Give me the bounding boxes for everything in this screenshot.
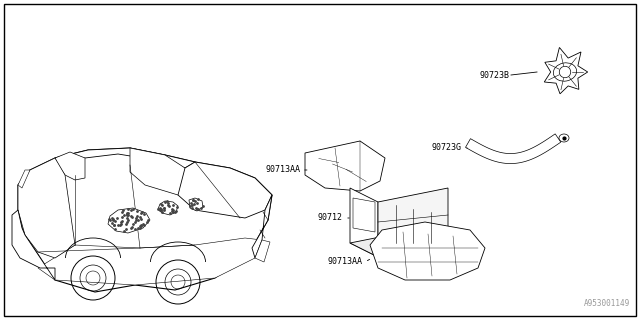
Polygon shape bbox=[350, 188, 378, 257]
Polygon shape bbox=[353, 198, 375, 232]
Ellipse shape bbox=[554, 63, 577, 81]
Polygon shape bbox=[178, 162, 272, 218]
Polygon shape bbox=[189, 198, 203, 211]
Polygon shape bbox=[370, 222, 485, 280]
Text: 90713AA: 90713AA bbox=[328, 258, 363, 267]
Polygon shape bbox=[38, 238, 262, 285]
Polygon shape bbox=[18, 148, 272, 292]
Polygon shape bbox=[55, 148, 195, 168]
Text: 90723G: 90723G bbox=[432, 143, 462, 153]
Polygon shape bbox=[158, 201, 178, 215]
Polygon shape bbox=[18, 158, 75, 258]
Polygon shape bbox=[108, 208, 150, 233]
Ellipse shape bbox=[559, 134, 569, 142]
Polygon shape bbox=[305, 141, 385, 191]
Text: A953001149: A953001149 bbox=[584, 299, 630, 308]
Polygon shape bbox=[350, 229, 448, 257]
Polygon shape bbox=[378, 188, 448, 257]
Polygon shape bbox=[252, 195, 272, 258]
Polygon shape bbox=[544, 47, 588, 94]
Circle shape bbox=[559, 66, 571, 78]
Text: 90723B: 90723B bbox=[480, 70, 510, 79]
Polygon shape bbox=[18, 170, 30, 188]
Text: 90712: 90712 bbox=[318, 213, 343, 222]
Polygon shape bbox=[12, 210, 55, 280]
Text: 90713AA: 90713AA bbox=[265, 165, 300, 174]
Polygon shape bbox=[465, 134, 561, 164]
Polygon shape bbox=[55, 152, 85, 180]
Polygon shape bbox=[130, 148, 195, 195]
Polygon shape bbox=[255, 240, 270, 262]
